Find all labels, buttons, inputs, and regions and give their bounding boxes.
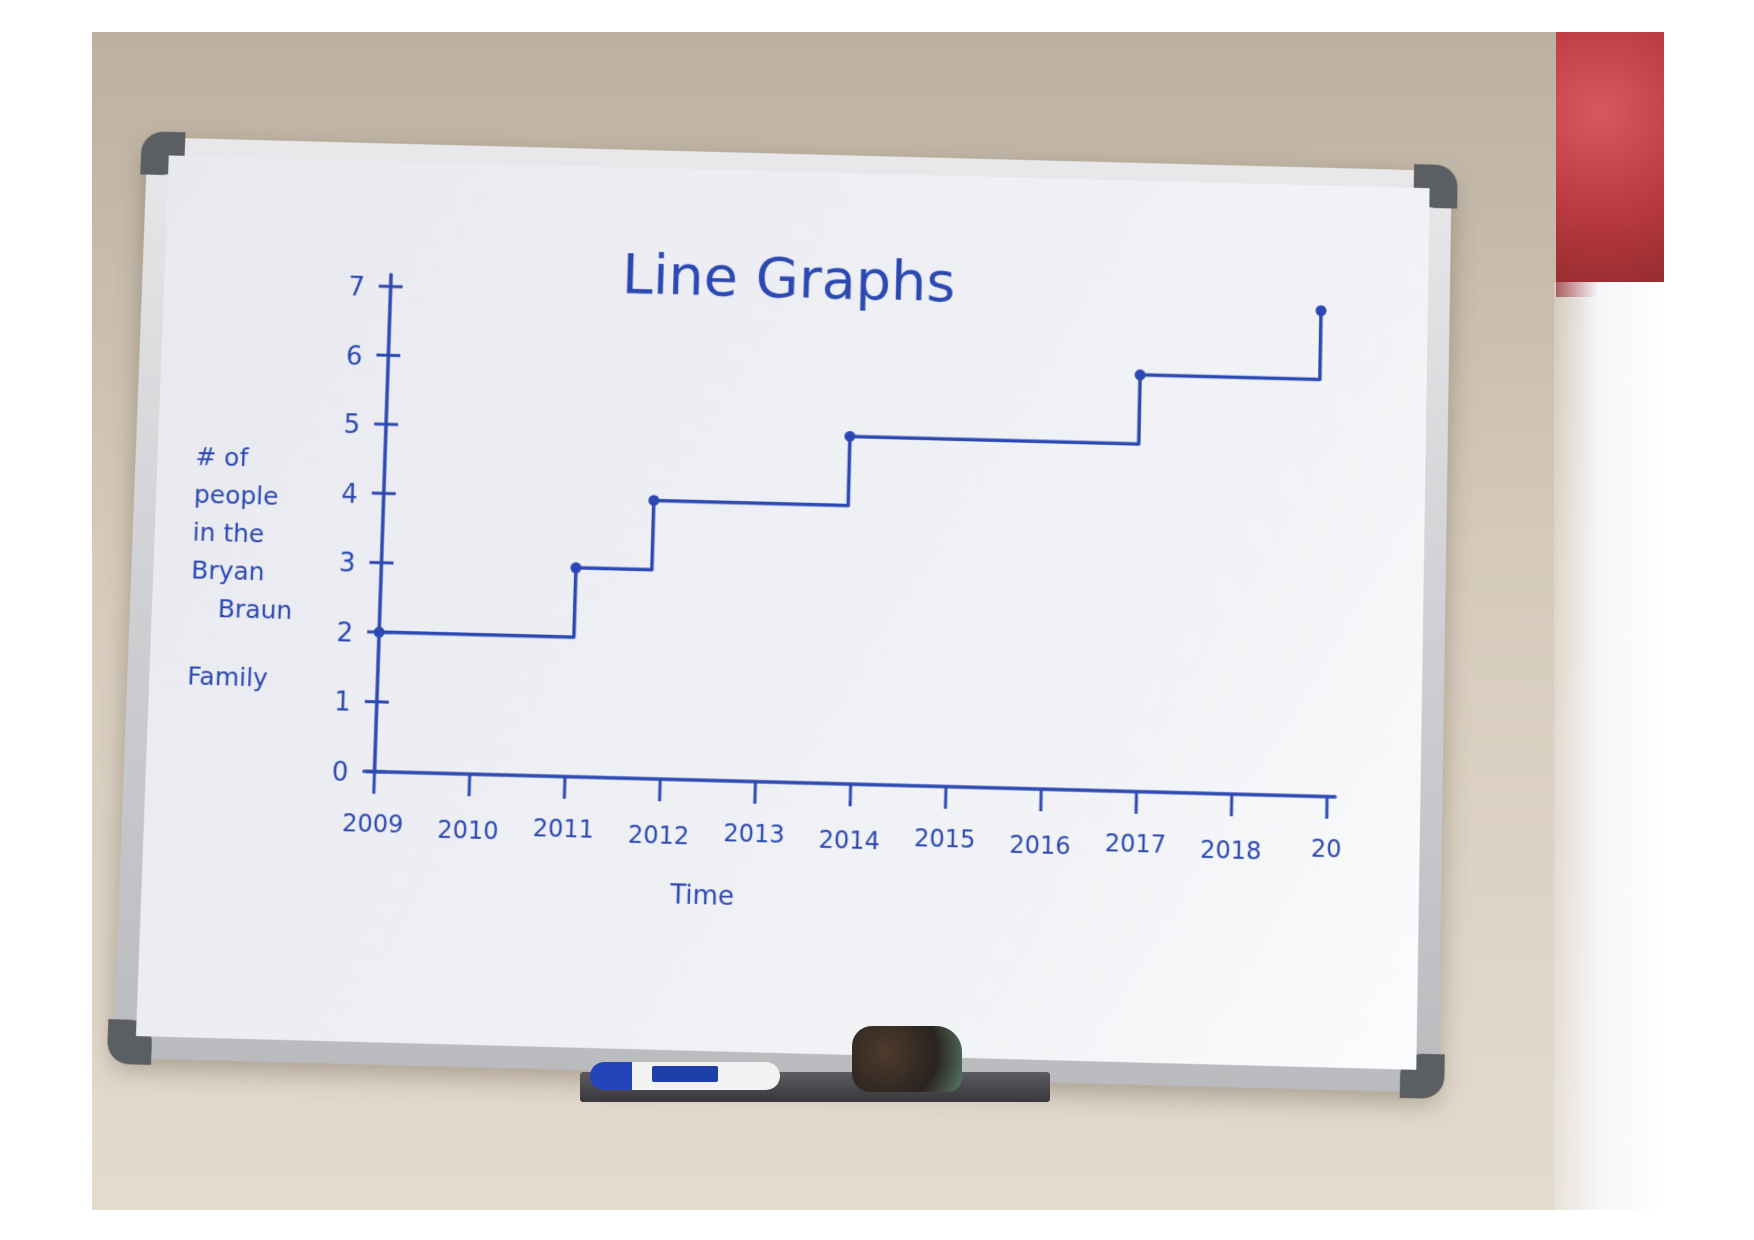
x-tick xyxy=(660,779,661,801)
y-tick-label: 6 xyxy=(345,341,362,371)
data-point xyxy=(844,431,855,442)
data-point xyxy=(373,627,384,638)
x-tick-label: 2012 xyxy=(628,820,690,850)
whiteboard: Line Graphs # of people in the Bryan Braun Fa… xyxy=(113,137,1452,1093)
y-tick-label: 7 xyxy=(348,272,365,302)
y-tick-label: 3 xyxy=(338,549,356,579)
chart-axes xyxy=(366,274,1343,796)
x-tick xyxy=(945,787,946,809)
y-axis-label: # of people in the Bryan Braun Family xyxy=(187,442,298,693)
y-axis-label-line: Bryan xyxy=(191,555,265,586)
data-point xyxy=(1315,305,1326,316)
x-tick-label: 2009 xyxy=(342,809,404,839)
window-glare xyxy=(1554,282,1664,1210)
red-curtain xyxy=(1556,32,1664,297)
y-tick xyxy=(372,493,396,494)
eraser xyxy=(852,1026,962,1092)
blue-marker xyxy=(590,1062,780,1090)
y-axis-label-line: Braun xyxy=(217,594,292,625)
chart-ticks: 0 1 2 3 4 5 6 7 2009 2010 2011 2012 2013 2014 2015 2016… xyxy=(329,272,1350,867)
y-tick-label: 2 xyxy=(336,618,354,649)
x-tick xyxy=(850,784,851,806)
x-tick xyxy=(755,782,756,804)
x-tick xyxy=(469,774,470,796)
chart-series xyxy=(373,281,1326,662)
y-tick xyxy=(365,702,389,703)
y-tick xyxy=(369,562,393,563)
x-tick-label: 2018 xyxy=(1200,835,1262,865)
x-tick-label: 2017 xyxy=(1105,829,1167,859)
y-axis-label-line: people xyxy=(194,480,280,511)
step-line-chart: Line Graphs # of people in the Bryan Braun Fa… xyxy=(113,137,1452,1093)
x-tick xyxy=(564,777,565,799)
y-tick xyxy=(379,286,403,287)
series-line xyxy=(379,286,1321,656)
x-tick-label: 2011 xyxy=(532,814,594,844)
data-point xyxy=(648,495,659,506)
x-tick-label: 2010 xyxy=(437,815,499,845)
x-tick-label: 2016 xyxy=(1009,830,1071,860)
y-tick-label: 4 xyxy=(341,479,359,509)
y-tick-label: 1 xyxy=(334,688,352,719)
y-axis-line xyxy=(375,275,392,772)
chart-title: Line Graphs xyxy=(621,242,956,315)
y-tick-label: 0 xyxy=(331,757,349,788)
blue-marker-label xyxy=(652,1066,718,1082)
x-tick-label: 20 xyxy=(1311,834,1342,863)
y-axis-label-line: Family xyxy=(187,661,268,692)
x-tick-label: 2013 xyxy=(723,819,785,849)
x-tick-label: 2014 xyxy=(818,825,880,855)
y-tick xyxy=(376,355,400,356)
data-point xyxy=(570,562,581,573)
x-tick xyxy=(374,772,375,794)
y-axis-label-line: in the xyxy=(192,517,265,548)
y-axis-label-line: # of xyxy=(195,442,250,472)
y-tick xyxy=(374,424,398,425)
data-point xyxy=(1135,369,1146,380)
x-tick-label: 2015 xyxy=(914,824,976,854)
y-tick-label: 5 xyxy=(343,410,360,440)
x-axis-label: Time xyxy=(669,880,735,912)
